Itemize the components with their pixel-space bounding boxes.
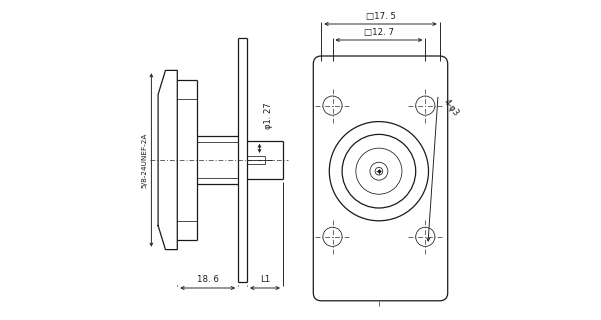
Text: 5/8-24UNEF-2A: 5/8-24UNEF-2A bbox=[142, 132, 147, 188]
Text: L1: L1 bbox=[260, 276, 270, 284]
FancyBboxPatch shape bbox=[313, 56, 448, 301]
Text: 18. 6: 18. 6 bbox=[197, 276, 219, 284]
Text: □17. 5: □17. 5 bbox=[365, 12, 395, 21]
Text: φ1. 27: φ1. 27 bbox=[264, 102, 273, 129]
Text: 4-φ3: 4-φ3 bbox=[441, 98, 460, 118]
Text: □12. 7: □12. 7 bbox=[364, 28, 394, 37]
